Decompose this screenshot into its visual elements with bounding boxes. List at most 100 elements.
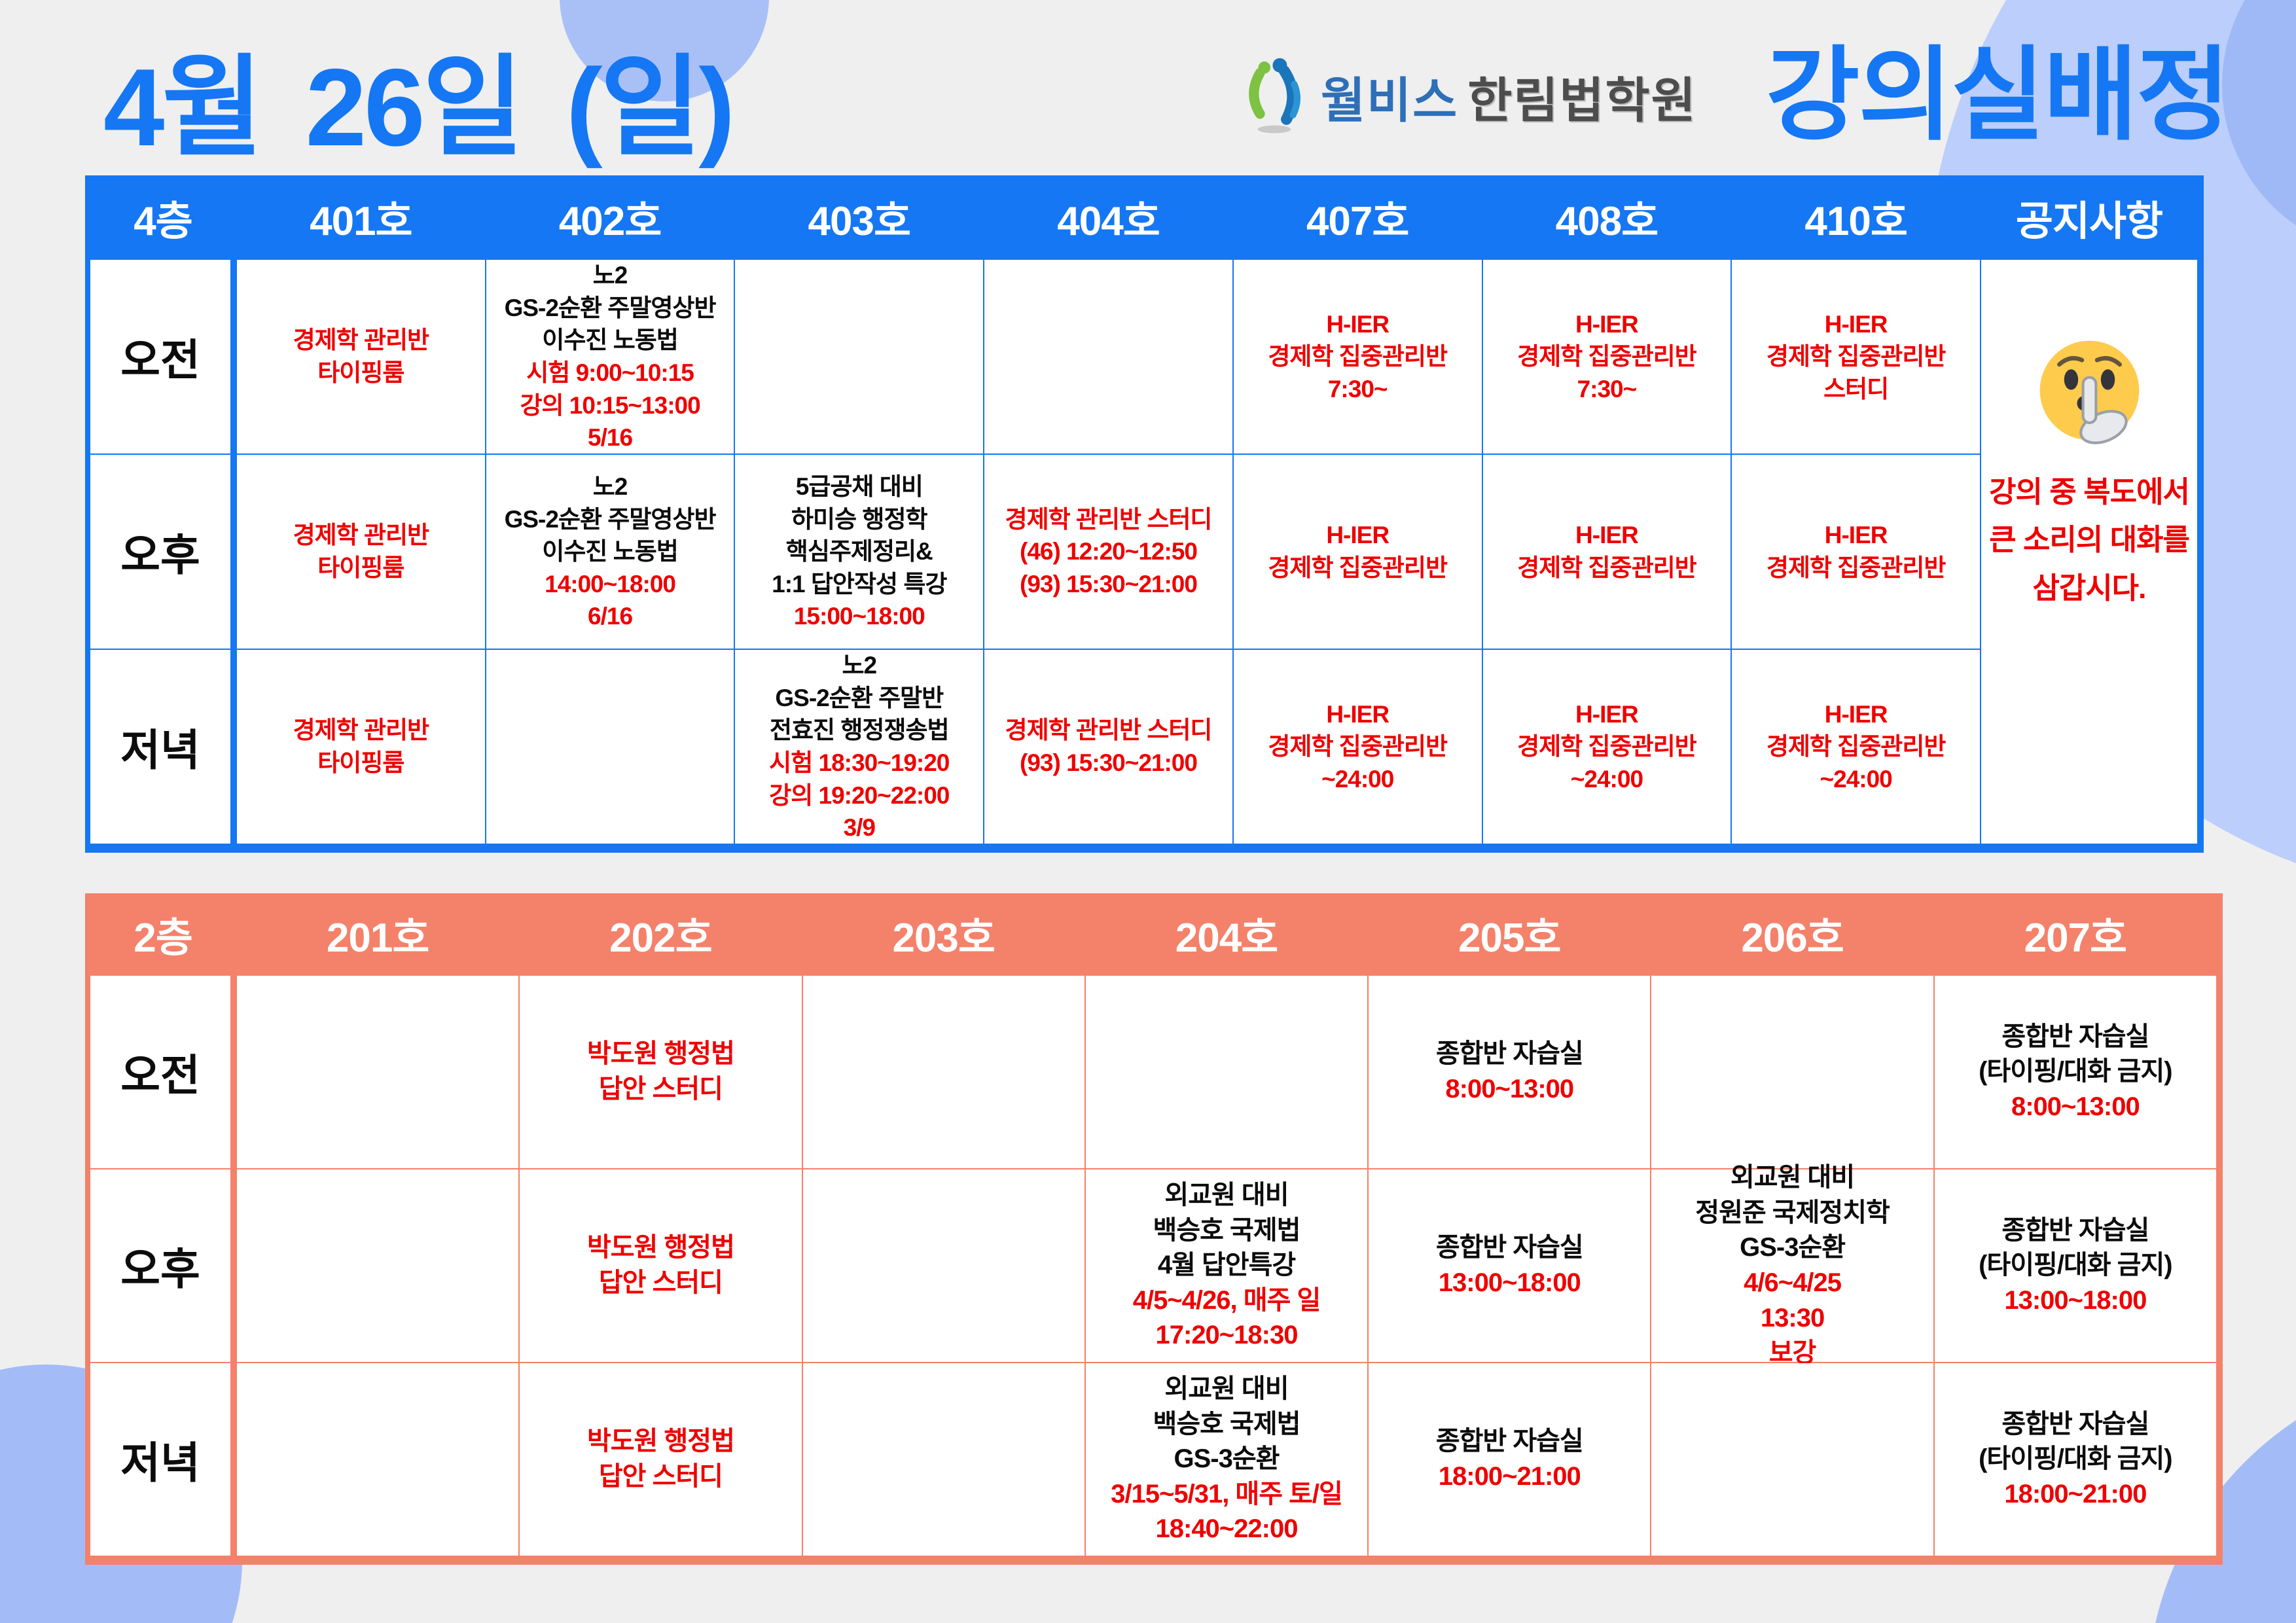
schedule-text-line: (타이핑/대화 금지) xyxy=(1979,1444,2172,1474)
floor2-cell-row0-room201 xyxy=(237,976,519,1168)
floor4-cell-row1-room410: H-IER 경제학 집중관리반 xyxy=(1732,455,1980,649)
floor4-cell-row1-room402: 노2 GS-2순환 주말영상반 이수진 노동법 14:00~18:00 6/16 xyxy=(486,455,734,649)
floor4-cell-row0-room408: H-IER 경제학 집중관리반 7:30~ xyxy=(1482,260,1731,454)
schedule-text-line: GS-2순환 주말영상반 xyxy=(504,505,717,533)
schedule-text-line: 6/16 xyxy=(588,603,633,630)
schedule-text-line: 경제학 집중관리반 xyxy=(1268,343,1448,370)
floor2-header-room-205: 205호 xyxy=(1369,893,1651,974)
floor2-cell-row1-room207: 종합반 자습실 (타이핑/대화 금지) 13:00~18:00 xyxy=(1934,1169,2216,1362)
floor4-floor-label: 4층 xyxy=(90,175,236,259)
floor2-cell-row0-room205: 종합반 자습실 8:00~13:00 xyxy=(1369,976,1651,1168)
schedule-text-line: 경제학 관리반 xyxy=(293,327,430,354)
schedule-text-line: 외교원 대비 xyxy=(1164,1181,1289,1210)
schedule-text-line: (타이핑/대화 금지) xyxy=(1979,1251,2172,1280)
schedule-text-line: 종합반 자습실 xyxy=(1435,1233,1584,1262)
schedule-text-line: 답안 스터디 xyxy=(598,1268,723,1297)
schedule-text-line: ~24:00 xyxy=(1570,765,1643,793)
schedule-text-line: 경제학 집중관리반 xyxy=(1517,733,1697,760)
schedule-text-line: (93) 15:30~21:00 xyxy=(1020,570,1198,597)
floor4-cell-row0-room407: H-IER 경제학 집중관리반 7:30~ xyxy=(1233,260,1482,454)
poster-heading: 강의실배정 xyxy=(1766,39,2231,152)
schedule-text-line: 박도원 행정법 xyxy=(586,1233,735,1262)
floor2-cell-row2-room206 xyxy=(1651,1363,1933,1556)
floor4-table: 4층 401호 402호 403호 404호 407호 408호 410호 공지사항 오전 경제학 … xyxy=(85,175,2204,853)
schedule-text-line: 13:00~18:00 xyxy=(1438,1268,1581,1297)
floor4-cell-row2-room402 xyxy=(486,650,734,844)
floor4-rowlabel-0: 오전 xyxy=(90,260,236,454)
floor2-floor-label: 2층 xyxy=(90,893,236,974)
floor2-cell-row0-room203 xyxy=(802,976,1085,1168)
schedule-text-line: 이수진 노동법 xyxy=(542,327,679,354)
floor4-header-room-404: 404호 xyxy=(984,175,1232,259)
schedule-text-line: H-IER xyxy=(1326,700,1390,728)
schedule-text-line: GS-3순환 xyxy=(1740,1233,1846,1262)
floor4-cell-row2-room404: 경제학 관리반 스터디 (93) 15:30~21:00 xyxy=(984,650,1232,844)
floor4-cell-row1-room403: 5급공채 대비 하미승 행정학 핵심주제정리& 1:1 답안작성 특강 15:00~18… xyxy=(735,455,984,649)
floor4-cell-row0-room401: 경제학 관리반 타이핑룸 xyxy=(237,260,485,454)
schedule-text-line: H-IER xyxy=(1326,522,1390,549)
floor2-cell-row1-room206: 외교원 대비 정원준 국제정치학 GS-3순환 4/6~4/25 13:30 보강 xyxy=(1651,1163,1933,1367)
schedule-text-line: ~24:00 xyxy=(1820,765,1893,793)
brand-sub-name: 한림법학원 xyxy=(1467,73,1697,128)
page-title: 4월 26일 (일) xyxy=(103,46,735,169)
floor4-header-room-407: 407호 xyxy=(1233,175,1482,259)
floor4-header-room-402: 402호 xyxy=(486,175,734,259)
schedule-text-line: 종합반 자습실 xyxy=(2001,1022,2149,1051)
floor2-cell-row0-room207: 종합반 자습실 (타이핑/대화 금지) 8:00~13:00 xyxy=(1934,976,2216,1168)
schedule-text-line: 경제학 집중관리반 xyxy=(1268,554,1448,581)
floor4-cell-row1-room401: 경제학 관리반 타이핑룸 xyxy=(237,455,485,649)
floor4-rowlabel-1: 오후 xyxy=(90,455,236,649)
floor4-header-room-410: 410호 xyxy=(1732,175,1980,259)
floor4-cell-row2-room403: 노2 GS-2순환 주말반 전효진 행정쟁송법 시험 18:30~19:20 강의 19… xyxy=(735,650,984,844)
schedule-text-line: (46) 12:20~12:50 xyxy=(1020,538,1198,565)
floor4-rowlabel-2: 저녁 xyxy=(90,650,236,844)
floor2-header-room-203: 203호 xyxy=(802,893,1085,974)
schedule-text-line: 스터디 xyxy=(1823,375,1889,402)
floor4-cell-row2-room408: H-IER 경제학 집중관리반 ~24:00 xyxy=(1482,650,1731,844)
schedule-text-line: 종합반 자습실 xyxy=(2001,1409,2149,1438)
floor2-cell-row2-room204: 외교원 대비 백승호 국제법 GS-3순환 3/15~5/31, 매주 토/일 18:4… xyxy=(1085,1363,1368,1556)
floor2-cell-row2-room201 xyxy=(237,1363,519,1556)
schedule-text-line: 4/5~4/26, 매주 일 xyxy=(1132,1285,1321,1315)
schedule-text-line: 1:1 답안작성 특강 xyxy=(772,570,947,597)
schedule-text-line: 시험 9:00~10:15 xyxy=(526,359,694,386)
floor4-header-room-408: 408호 xyxy=(1482,175,1731,259)
schedule-text-line: GS-2순환 주말반 xyxy=(775,684,944,711)
schedule-text-line: 5급공채 대비 xyxy=(795,473,924,501)
schedule-text-line: 보강 xyxy=(1768,1338,1817,1368)
schedule-text-line: 정원준 국제정치학 xyxy=(1695,1198,1890,1227)
schedule-text-line: 18:00~21:00 xyxy=(1438,1462,1581,1491)
floor2-cell-row0-room206 xyxy=(1651,976,1933,1168)
floor4-cell-row2-room407: H-IER 경제학 집중관리반 ~24:00 xyxy=(1233,650,1482,844)
floor2-cell-row0-room202: 박도원 행정법 답안 스터디 xyxy=(520,976,802,1168)
floor2-header-room-202: 202호 xyxy=(520,893,802,974)
schedule-text-line: H-IER xyxy=(1824,310,1888,338)
schedule-text-line: 백승호 국제법 xyxy=(1153,1409,1301,1438)
floor2-rowlabel-1: 오후 xyxy=(90,1169,236,1362)
schedule-text-line: 경제학 집중관리반 xyxy=(1517,554,1697,581)
schedule-text-line: 7:30~ xyxy=(1327,375,1388,402)
floor2-cell-row2-room205: 종합반 자습실 18:00~21:00 xyxy=(1369,1363,1651,1556)
floor2-cell-row2-room203 xyxy=(802,1363,1085,1556)
schedule-text-line: 경제학 관리반 xyxy=(293,717,430,744)
schedule-text-line: 박도원 행정법 xyxy=(586,1039,735,1069)
floor2-rowlabel-0: 오전 xyxy=(90,976,236,1168)
schedule-text-line: GS-3순환 xyxy=(1174,1444,1280,1474)
floor4-cell-row0-room404 xyxy=(984,260,1232,454)
floor2-cell-row1-room205: 종합반 자습실 13:00~18:00 xyxy=(1369,1169,1651,1362)
schedule-text-line: ~24:00 xyxy=(1321,765,1394,793)
floor2-header-room-201: 201호 xyxy=(237,893,519,974)
people-swoosh-logo-icon xyxy=(1249,58,1300,134)
floor2-header-room-206: 206호 xyxy=(1651,893,1933,974)
schedule-text-line: 이수진 노동법 xyxy=(542,538,679,565)
schedule-text-line: (93) 15:30~21:00 xyxy=(1020,749,1198,776)
schedule-text-line: 18:00~21:00 xyxy=(2004,1479,2147,1508)
brand-logo: 월비스 한림법학원 xyxy=(1244,58,1697,135)
floor2-header-room-207: 207호 xyxy=(1934,893,2216,974)
floor2-cell-row1-room201 xyxy=(237,1169,519,1362)
floor2-cell-row2-room207: 종합반 자습실 (타이핑/대화 금지) 18:00~21:00 xyxy=(1934,1363,2216,1556)
schedule-text-line: 답안 스터디 xyxy=(598,1462,723,1491)
floor4-header-notice: 공지사항 xyxy=(1981,175,2197,259)
schedule-text-line: H-IER xyxy=(1575,310,1639,338)
